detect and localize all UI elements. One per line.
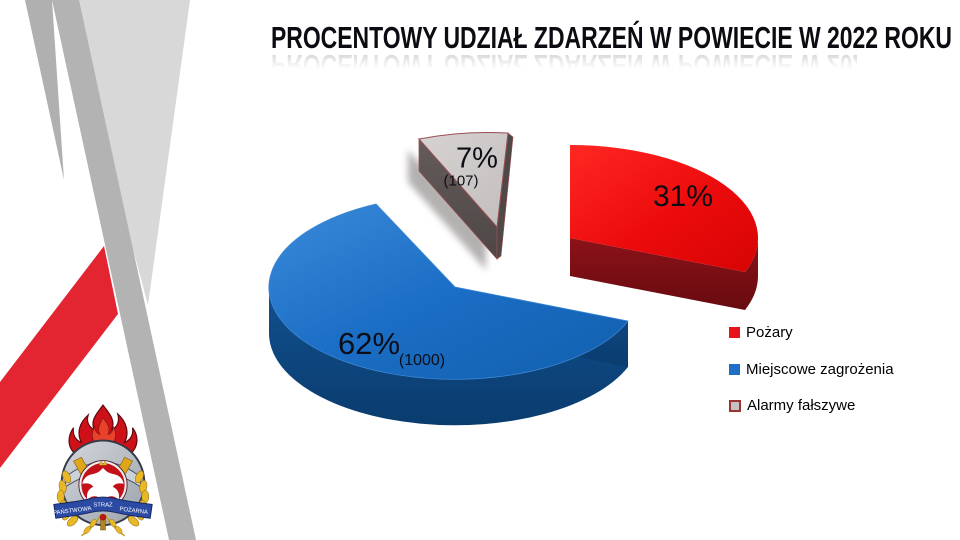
- legend-item-alarmy: Alarmy fałszywe: [729, 397, 894, 414]
- label-miejscowe-percent: 62%: [337, 326, 401, 361]
- pie-slice-miejscowe-top: [268, 203, 629, 380]
- logo-ribbon-word-1: PAŃSTWOWA: [53, 505, 92, 517]
- logo-ribbon-word-3: POŻARNA: [119, 506, 148, 516]
- pie-slice-pozary-top: [570, 145, 759, 272]
- pie-slice-alarmy-top: [418, 131, 509, 229]
- legend-label-pozary: Pożary: [746, 324, 793, 341]
- pie-slice-pozary-rim: [745, 238, 758, 310]
- logo-ribbon-word-2: STRAŻ: [93, 501, 113, 508]
- legend-swatch-alarmy: [729, 399, 741, 412]
- label-alarmy-count: (107): [443, 172, 479, 190]
- legend-label-alarmy: Alarmy fałszywe: [747, 397, 856, 414]
- pie-slice-miejscowe-rim: [268, 287, 628, 426]
- logo-eagle-crown: [98, 460, 108, 466]
- logo-eagle-icon: [82, 468, 124, 503]
- pie-slice-alarmy-falszywe: [408, 131, 514, 270]
- slide-title: PROCENTOWY UDZIAŁ ZDARZEŃ W POWIECIE W 2…: [270, 20, 952, 55]
- legend: Pożary Miejscowe zagrożenia Alarmy fałsz…: [729, 324, 894, 435]
- legend-swatch-miejscowe: [729, 363, 740, 375]
- logo-ribbon-banner: [53, 496, 153, 519]
- legend-item-pozary: Pożary: [729, 324, 894, 341]
- label-pozary-percent: 31%: [652, 180, 714, 213]
- title-block: PROCENTOWY UDZIAŁ ZDARZEŃ W POWIECIE W 2…: [168, 20, 960, 83]
- legend-swatch-pozary: [729, 327, 740, 338]
- pie-slice-pozary-cut-face: [570, 238, 745, 310]
- pie-slice-pozary: [570, 145, 759, 310]
- label-alarmy-percent: 7%: [456, 142, 498, 175]
- label-miejscowe-count: (1000): [398, 352, 446, 369]
- legend-item-miejscowe: Miejscowe zagrożenia: [729, 360, 894, 378]
- psp-logo: PAŃSTWOWA STRAŻ POŻARNA: [53, 404, 153, 537]
- pie-slice-miejscowe-zagrozenia: [268, 203, 629, 426]
- legend-label-miejscowe: Miejscowe zagrożenia: [746, 360, 894, 378]
- logo-sprigs: [80, 513, 126, 537]
